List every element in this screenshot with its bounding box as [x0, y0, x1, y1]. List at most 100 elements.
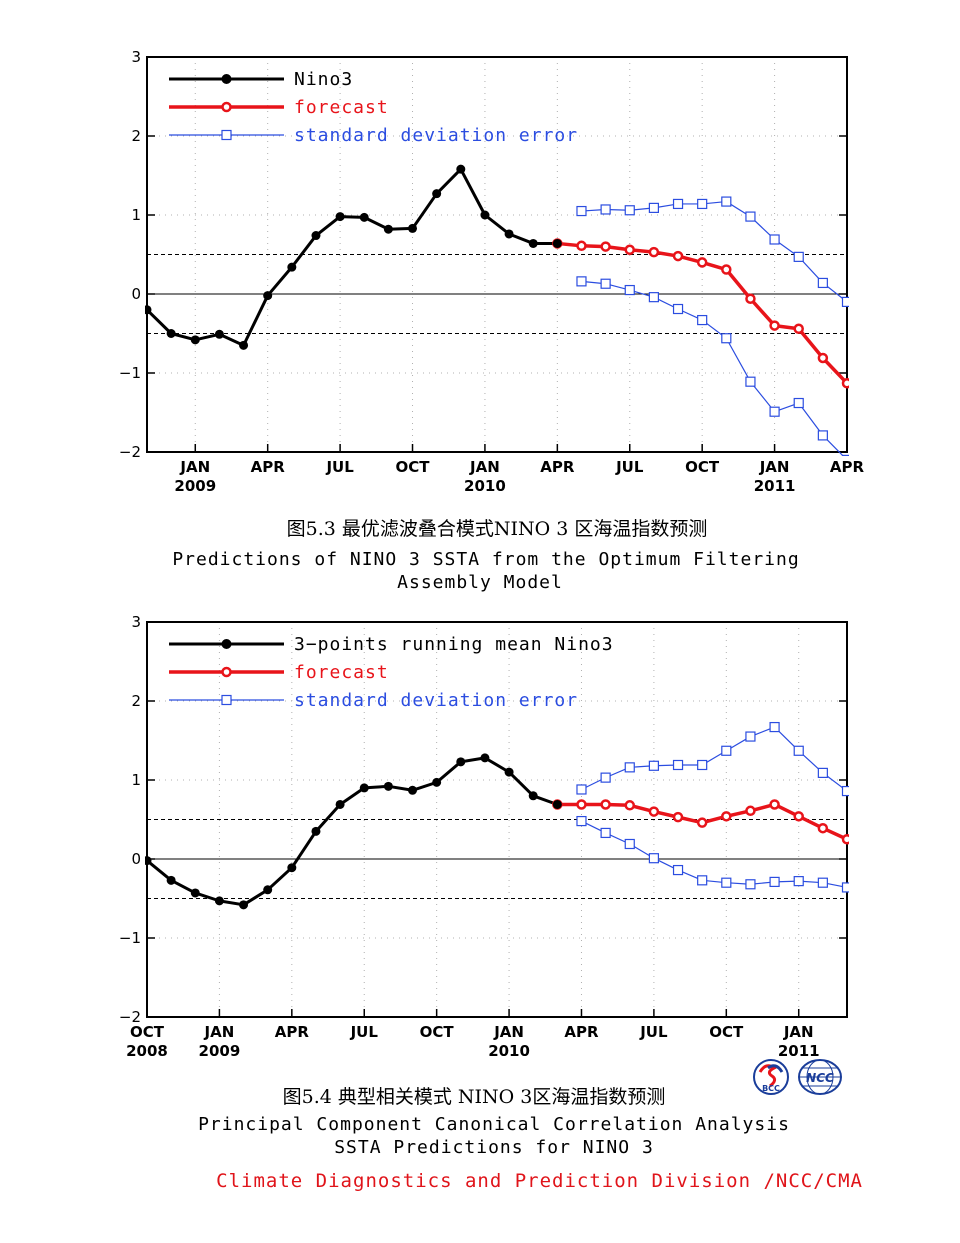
observed-point — [145, 856, 152, 866]
forecast-point — [721, 264, 732, 275]
x-tick-month: JUL — [350, 1023, 379, 1041]
observed-point — [408, 223, 418, 233]
legend-error-marker — [221, 694, 232, 706]
x-tick-month: OCT — [685, 458, 720, 476]
lower-error-line — [581, 820, 848, 889]
upper-error-point — [697, 759, 708, 771]
legend-forecast-label: forecast — [294, 662, 389, 683]
y-tick-label: 1 — [131, 771, 141, 789]
lower-error-point — [817, 877, 828, 888]
upper-error-point — [841, 785, 849, 797]
upper-error-point — [672, 198, 684, 210]
observed-point — [311, 231, 321, 241]
observed-line — [145, 167, 558, 347]
chart2-caption-en-line1: Principal Component Canonical Correlatio… — [198, 1114, 790, 1135]
upper-error-point — [648, 202, 659, 213]
lower-error-point — [697, 314, 708, 326]
x-tick-year: 2010 — [488, 1042, 530, 1060]
x-tick-year: 2008 — [126, 1042, 168, 1060]
bcc-logo: BCC — [753, 1059, 789, 1095]
upper-error-point — [745, 211, 756, 222]
forecast-point — [745, 293, 756, 304]
x-tick-month: JAN — [469, 458, 500, 476]
observed-point — [214, 329, 224, 339]
observed-point — [359, 212, 369, 222]
observed-point — [190, 888, 200, 898]
legend-observed-marker — [221, 74, 232, 84]
observed-point — [480, 753, 490, 763]
x-tick-month: APR — [830, 458, 865, 476]
y-tick-label: −1 — [119, 929, 141, 947]
upper-error-point — [793, 745, 804, 756]
upper-error-line — [581, 200, 848, 303]
lower-error-point — [697, 875, 708, 886]
series-group — [145, 721, 849, 910]
x-tick-month: JAN — [493, 1023, 524, 1041]
chart1-caption-en-line1: Predictions of NINO 3 SSTA from the Opti… — [172, 549, 799, 570]
forecast-point — [769, 320, 780, 331]
lower-error-point — [624, 284, 635, 296]
forecast-point — [793, 323, 804, 335]
svg-text:BCC: BCC — [762, 1084, 780, 1093]
svg-text:NCC: NCC — [806, 1071, 834, 1085]
y-tick-label: 1 — [131, 206, 141, 224]
upper-error-point — [576, 784, 587, 795]
observed-point — [504, 229, 514, 239]
legend-observed-label: Nino3 — [294, 69, 353, 90]
forecast-point — [721, 811, 732, 822]
x-tick-month: JAN — [179, 458, 210, 476]
x-tick-month: OCT — [396, 458, 431, 476]
upper-error-point — [793, 251, 804, 262]
observed-point — [359, 783, 369, 793]
forecast-point — [841, 834, 849, 845]
chart1-caption-cn: 图5.3 最优滤波叠合模式NINO 3 区海温指数预测 — [287, 518, 708, 540]
plot-frame — [146, 621, 848, 1018]
y-tick-label: 3 — [131, 613, 141, 631]
y-tick-label: −1 — [119, 364, 141, 382]
x-tick-month: OCT — [420, 1023, 455, 1041]
lower-error-point — [745, 879, 756, 890]
plot-frame — [146, 56, 848, 453]
upper-error-point — [600, 204, 611, 215]
observed-point — [432, 189, 442, 199]
lower-error-point — [576, 276, 587, 287]
forecast-point — [696, 817, 708, 828]
observed-point — [504, 767, 514, 777]
observed-point — [383, 781, 393, 791]
upper-error-point — [576, 205, 587, 217]
lower-error-point — [600, 278, 611, 289]
y-tick-label: 0 — [131, 850, 141, 868]
upper-error-point — [769, 721, 780, 733]
lower-error-point — [600, 827, 611, 839]
forecast-point — [672, 811, 684, 823]
forecast-point — [624, 244, 636, 256]
observed-point — [145, 305, 152, 315]
observed-point — [408, 785, 418, 795]
x-tick-year: 2011 — [754, 477, 796, 495]
legend-observed-label: 3−points running mean Nino3 — [294, 634, 614, 655]
y-tick-label: −2 — [119, 443, 141, 461]
lower-error-point — [817, 430, 828, 441]
x-tick-year: 2010 — [464, 477, 506, 495]
lower-error-point — [793, 397, 804, 409]
observed-point — [263, 885, 273, 895]
y-tick-label: −2 — [119, 1008, 141, 1026]
x-tick-month: OCT — [130, 1023, 165, 1041]
forecast-point — [600, 241, 611, 252]
y-tick-label: 2 — [131, 127, 141, 145]
observed-point — [287, 863, 297, 873]
upper-error-point — [600, 772, 611, 783]
forecast-point — [648, 246, 660, 258]
upper-error-point — [624, 205, 635, 216]
x-tick-month: JAN — [783, 1023, 814, 1041]
lower-error-point — [841, 882, 849, 893]
lower-error-point — [721, 333, 732, 344]
upper-error-point — [841, 296, 849, 307]
forecast-point — [696, 257, 708, 268]
x-tick-month: JUL — [639, 1023, 668, 1041]
chart2-caption-en-line2: SSTA Predictions for NINO 3 — [334, 1137, 654, 1158]
x-tick-month: APR — [275, 1023, 310, 1041]
series-group — [145, 164, 849, 456]
chart1-caption-en-line2: Assembly Model — [397, 572, 563, 593]
